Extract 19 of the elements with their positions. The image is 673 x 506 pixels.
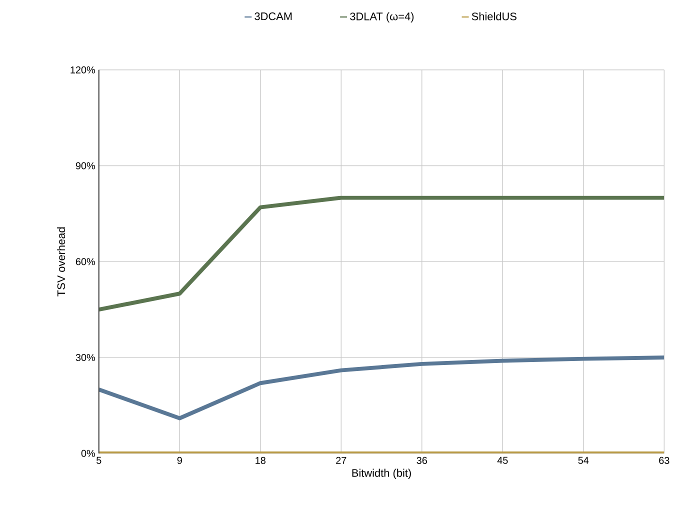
legend-label: 3DCAM [254,12,292,20]
legend-label: 3DLAT (ω=4) [350,12,414,22]
line-series [98,355,664,420]
x-tick-label: 36 [416,456,427,464]
y-tick-label: 90% [76,162,96,170]
x-tick-label: 45 [497,456,508,464]
x-tick-label: 18 [256,456,266,464]
x-tick-label: 9 [177,456,182,464]
x-tick-label: 5 [96,456,102,464]
x-axis-title: Bitwidth (bit) [352,468,411,479]
legend-label: ShieldUS [472,12,516,20]
y-tick-label: 120% [70,66,96,74]
y-axis-title: TSV overhead [57,227,66,296]
x-tick-label: 27 [336,456,346,464]
y-tick-label: 0% [81,450,96,457]
x-tick-label: 63 [659,456,670,464]
y-tick-label: 60% [76,258,96,266]
x-tick-label: 54 [578,456,589,464]
y-tick-label: 30% [76,354,96,361]
